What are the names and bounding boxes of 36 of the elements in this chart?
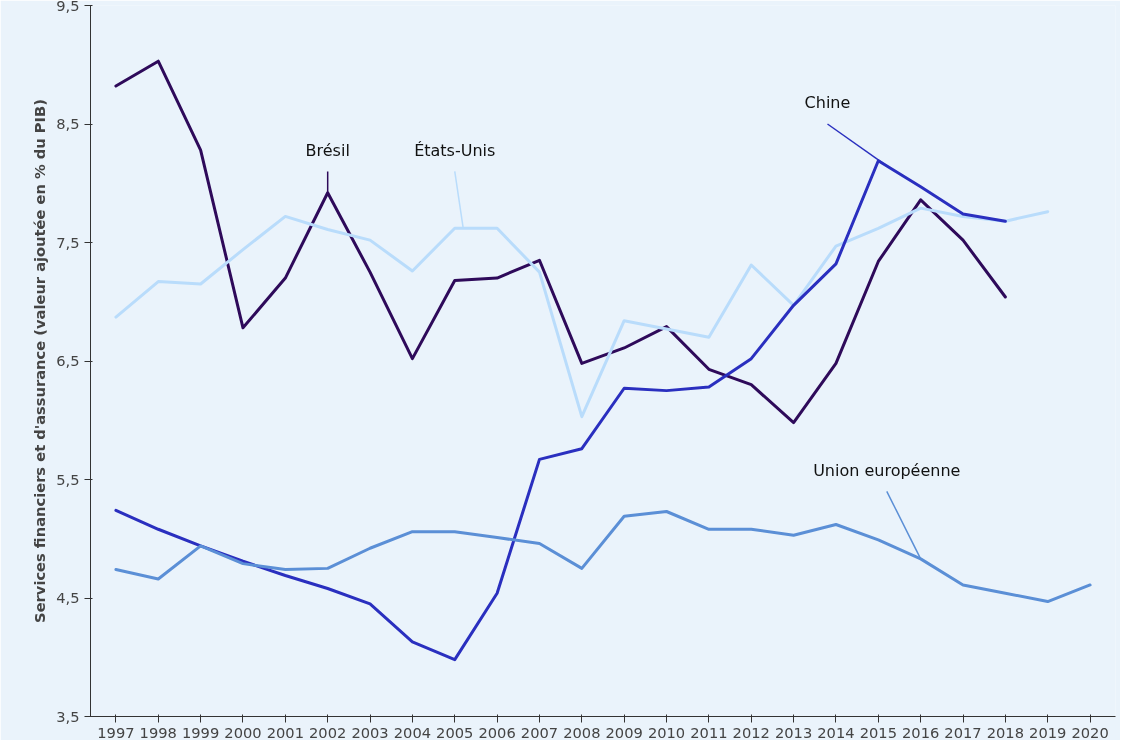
x-tick-label: 1998 — [139, 723, 177, 741]
x-tick-label: 2006 — [478, 723, 516, 741]
x-tick-label: 1999 — [181, 723, 220, 741]
text: Union européenne — [813, 460, 961, 480]
x-tick-label: 2004 — [393, 723, 432, 741]
y-tick-label: 5,5 — [56, 470, 80, 488]
y-tick-label: 8,5 — [56, 115, 80, 132]
y-tick-label: 6,5 — [56, 352, 80, 369]
y-tick-label: 3,5 — [56, 707, 80, 725]
text: Brésil — [305, 140, 350, 160]
x-tick-label: 2008 — [563, 723, 601, 741]
y-tick-label: 7,5 — [56, 233, 80, 251]
x-tick-label: 2009 — [605, 723, 643, 741]
x-tick-label: 2000 — [224, 723, 262, 741]
x-tick-label: 2012 — [732, 723, 770, 741]
x-tick-label: 2005 — [436, 723, 474, 741]
x-tick-label: 2017 — [944, 723, 982, 741]
x-tick-label: 2007 — [520, 723, 559, 741]
y-axis-title: Services financiers et d'assurance (valeur ajoutée en % du PIB) — [31, 99, 49, 623]
x-tick-label: 2018 — [986, 723, 1025, 741]
x-tick-label: 2010 — [647, 723, 686, 741]
x-tick-label: 2015 — [859, 723, 897, 741]
x-tick-label: 2003 — [351, 723, 389, 741]
x-tick-label: 2011 — [690, 723, 728, 741]
text: Chine — [804, 93, 851, 113]
x-tick-label: 2019 — [1029, 723, 1067, 741]
y-tick-label: 4,5 — [56, 589, 80, 606]
x-tick-label: 2014 — [817, 723, 855, 741]
x-tick-label: 2001 — [266, 723, 304, 741]
x-tick-label: 1997 — [97, 723, 135, 741]
text: États-Unis — [414, 140, 496, 160]
y-tick-label: 9,5 — [56, 0, 80, 14]
x-tick-label: 2002 — [309, 723, 347, 741]
x-tick-label: 2013 — [774, 723, 813, 741]
x-tick-label: 2016 — [902, 723, 940, 741]
x-tick-label: 2020 — [1071, 723, 1109, 741]
